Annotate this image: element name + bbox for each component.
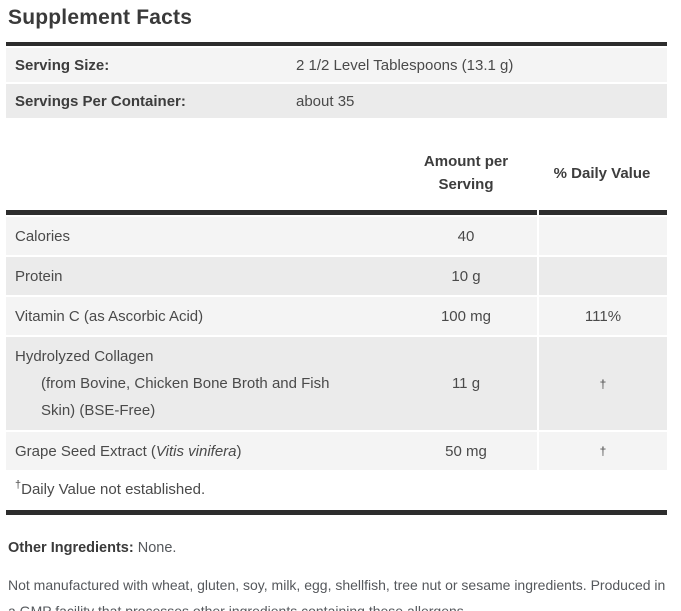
- other-ingredients-value: None.: [137, 540, 177, 556]
- nutrient-amount: 10 g: [451, 267, 481, 285]
- servings-per-container-label: Servings Per Container:: [15, 92, 186, 110]
- column-header-spacer: [6, 150, 395, 196]
- allergen-note: Not manufactured with wheat, gluten, soy…: [8, 577, 666, 611]
- nutrient-name: Vitamin C (as Ascorbic Acid): [15, 307, 204, 325]
- column-header-amount: Amount per Serving: [395, 150, 537, 196]
- table-row-calories: Calories 40: [6, 217, 667, 255]
- nutrient-name-line2: (from Bovine, Chicken Bone Broth and Fis…: [41, 375, 330, 392]
- servings-per-container-value: about 35: [296, 92, 355, 110]
- nutrient-dv: [537, 257, 667, 295]
- nutrient-name: Calories: [15, 227, 71, 245]
- table-row-hydrolyzed-collagen: Hydrolyzed Collagen (from Bovine, Chicke…: [6, 337, 667, 430]
- table-row-protein: Protein 10 g: [6, 257, 667, 295]
- nutrient-dv: [537, 217, 667, 255]
- other-ingredients: Other Ingredients: None.: [8, 540, 681, 556]
- nutrient-dv: †: [537, 337, 667, 430]
- servings-per-container-row: Servings Per Container: about 35: [6, 84, 667, 118]
- column-header-row: Amount per Serving % Daily Value: [6, 118, 667, 210]
- nutrient-dv: 111%: [537, 297, 667, 335]
- bottom-divider-bar: [6, 510, 667, 515]
- nutrient-name-line1: Grape Seed Extract (Vitis vinifera): [15, 442, 242, 460]
- nutrient-name: Grape Seed Extract (Vitis vinifera): [6, 432, 395, 470]
- page-title: Supplement Facts: [8, 6, 193, 29]
- top-divider-bar: [6, 42, 667, 46]
- header-divider-bar: [6, 210, 667, 215]
- table-row-vitamin-c: Vitamin C (as Ascorbic Acid) 100 mg 111%: [6, 297, 667, 335]
- nutrient-amount: 100 mg: [440, 307, 492, 325]
- botanical-name: Vitis vinifera: [155, 442, 237, 460]
- column-header-amount-line1: Amount per: [423, 153, 509, 170]
- nutrient-amount: 40: [457, 227, 475, 245]
- nutrient-name: Protein: [15, 267, 63, 285]
- dagger-symbol: †: [15, 479, 22, 491]
- nutrient-name-line3: Skin) (BSE-Free): [41, 402, 156, 419]
- column-header-amount-line2: Serving: [438, 176, 494, 193]
- daily-value-footnote: †Daily Value not established.: [6, 470, 667, 510]
- nutrient-dv: †: [537, 432, 667, 470]
- nutrient-name: Hydrolyzed Collagen (from Bovine, Chicke…: [6, 337, 395, 430]
- other-ingredients-label: Other Ingredients:: [8, 540, 134, 556]
- serving-size-value: 2 1/2 Level Tablespoons (13.1 g): [296, 56, 514, 74]
- nutrient-amount: 11 g: [451, 375, 481, 392]
- serving-size-label: Serving Size:: [15, 56, 110, 74]
- nutrient-name-line1: Hydrolyzed Collagen: [15, 348, 154, 365]
- facts-table: Serving Size: 2 1/2 Level Tablespoons (1…: [6, 42, 667, 515]
- footnote-text: Daily Value not established.: [21, 481, 206, 498]
- table-row-grape-seed-extract: Grape Seed Extract (Vitis vinifera) 50 m…: [6, 432, 667, 470]
- nutrient-amount: 50 mg: [445, 442, 487, 460]
- column-header-daily-value: % Daily Value: [553, 164, 651, 182]
- serving-size-row: Serving Size: 2 1/2 Level Tablespoons (1…: [6, 48, 667, 82]
